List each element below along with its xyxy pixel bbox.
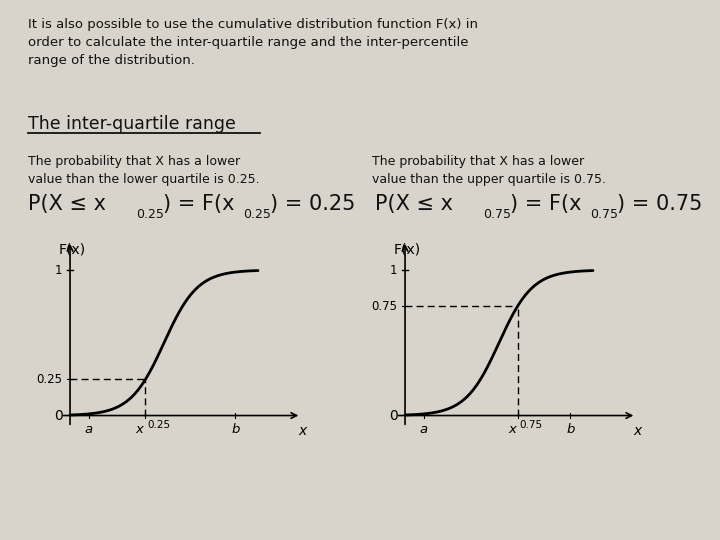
Text: F(x): F(x) [59,242,86,256]
Text: ) = F(x: ) = F(x [510,194,582,214]
Text: 0.75: 0.75 [520,420,543,430]
Text: a: a [85,423,93,436]
Text: 0.75: 0.75 [483,208,511,221]
Text: The inter-quartile range: The inter-quartile range [28,115,236,133]
Text: It is also possible to use the cumulative distribution function F(x) in
order to: It is also possible to use the cumulativ… [28,18,478,67]
Text: b: b [566,423,575,436]
Text: b: b [231,423,240,436]
Text: x: x [633,424,642,438]
Text: 0.25: 0.25 [136,208,164,221]
Text: ) = F(x: ) = F(x [163,194,235,214]
Text: x: x [508,423,516,436]
Text: The probability that X has a lower
value than the lower quartile is 0.25.: The probability that X has a lower value… [28,155,260,186]
Text: ) = 0.25: ) = 0.25 [270,194,356,214]
Text: P(X ≤ x: P(X ≤ x [375,194,453,214]
Text: P(X ≤ x: P(X ≤ x [28,194,106,214]
Text: x: x [298,424,306,438]
Text: The probability that X has a lower
value than the upper quartile is 0.75.: The probability that X has a lower value… [372,155,606,186]
Text: 0: 0 [389,409,397,422]
Text: 0: 0 [54,409,63,422]
Text: ) = 0.75: ) = 0.75 [617,194,703,214]
Text: 0.25: 0.25 [148,420,171,430]
Text: 1: 1 [390,264,397,276]
Text: F(x): F(x) [394,242,421,256]
Text: 0.75: 0.75 [590,208,618,221]
Text: a: a [420,423,428,436]
Text: 0.25: 0.25 [37,373,63,386]
Text: 1: 1 [55,264,63,276]
Text: x: x [135,423,143,436]
Text: 0.75: 0.75 [372,300,397,313]
Text: 0.25: 0.25 [243,208,271,221]
